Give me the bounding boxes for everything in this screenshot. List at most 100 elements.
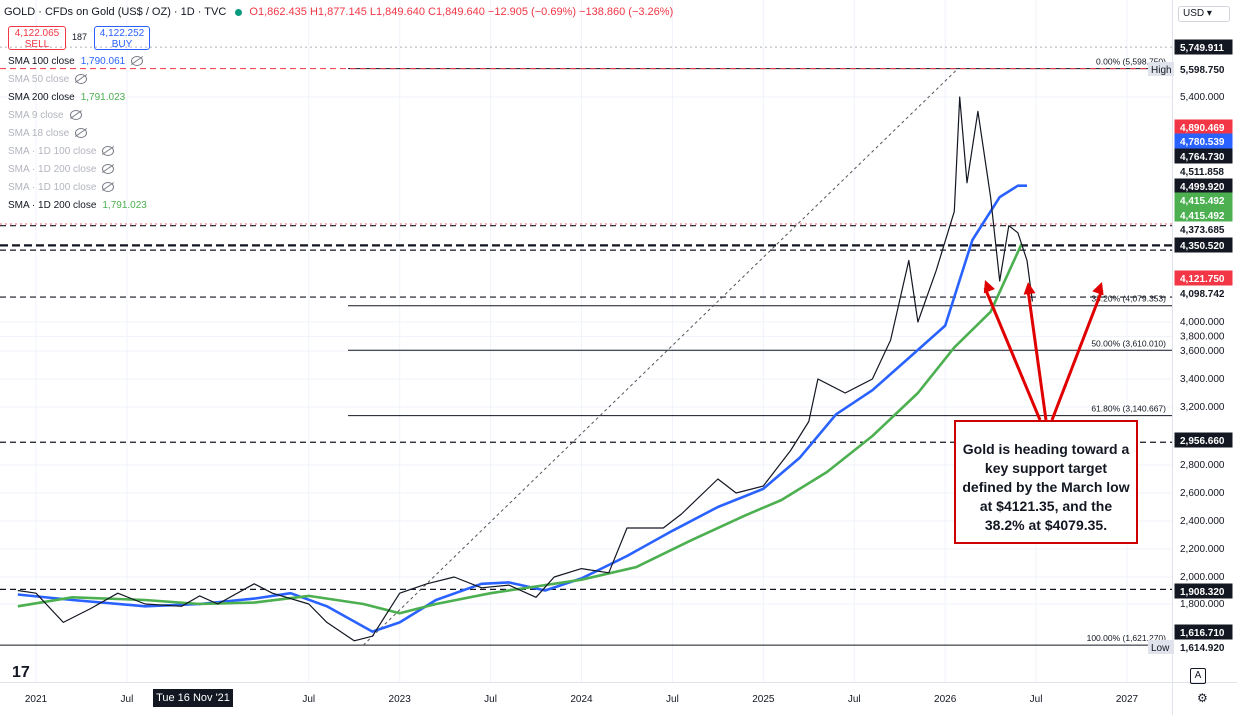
x-tick-label: Jul [666, 694, 679, 705]
arrow-head-icon [1023, 282, 1036, 295]
eye-hidden-icon[interactable] [75, 128, 88, 139]
x-tick-label: 2025 [752, 694, 775, 705]
price-axis-label [1174, 624, 1233, 640]
buy-price: 4,122.252 [99, 28, 145, 39]
price-axis-label-text: 4,350.520 [1180, 241, 1225, 252]
annotation-arrow [1050, 289, 1104, 421]
price-tag-label: High [1151, 65, 1172, 76]
y-tick-label: 1,800.000 [1180, 599, 1225, 610]
price-axis-label [1174, 192, 1233, 208]
y-tick-label: 2,600.000 [1180, 488, 1225, 499]
y-tick-label: 3,200.000 [1180, 402, 1225, 413]
ohlc-values: O1,862.435 H1,877.145 L1,849.640 C1,849.… [249, 6, 674, 18]
price-axis-label-text: 4,890.469 [1180, 123, 1225, 134]
y-tick-label: 4,000.000 [1180, 317, 1225, 328]
price-axis-label-text: 4,780.539 [1180, 137, 1225, 148]
price-axis-label-text: 4,098.742 [1180, 289, 1225, 300]
price-axis-label-text: 4,415.492 [1180, 211, 1225, 222]
x-tick-label: 2021 [25, 694, 48, 705]
fib-label: 0.00% (5,598.750) [1096, 57, 1166, 67]
eye-hidden-icon[interactable] [69, 110, 82, 121]
indicator-item[interactable]: SMA 18 close [8, 128, 88, 139]
y-tick-label: 2,200.000 [1180, 544, 1225, 555]
price-axis-label [1174, 237, 1233, 253]
eye-hidden-icon[interactable] [102, 164, 115, 175]
buy-button[interactable]: 4,122.252 BUY [94, 26, 150, 50]
currency-select[interactable]: USD ▾ [1178, 6, 1230, 22]
indicator-item[interactable]: SMA · 1D 100 close [8, 146, 115, 157]
eye-hidden-icon[interactable] [102, 182, 115, 193]
indicator-item[interactable]: SMA 50 close [8, 74, 88, 85]
price-tag-label: Low [1151, 643, 1170, 654]
price-axis-label [1174, 639, 1233, 655]
currency-label: USD [1183, 8, 1205, 19]
price-axis-label-text: 4,415.492 [1180, 196, 1225, 207]
x-tick-label: 2023 [389, 694, 412, 705]
indicator-value: 1,791.023 [80, 92, 126, 103]
indicator-label: SMA · 1D 200 close [8, 200, 97, 211]
tradingview-logo-icon: 17 [12, 664, 30, 681]
annotation-arrow [1026, 289, 1048, 421]
price-axis-label-text: 2,956.660 [1180, 436, 1225, 447]
auto-scale-button[interactable]: A [1190, 668, 1206, 684]
indicator-label: SMA 200 close [8, 92, 75, 103]
eye-hidden-icon[interactable] [75, 74, 88, 85]
price-axis-label-text: 4,121.750 [1180, 274, 1225, 285]
price-axis-label [1174, 583, 1233, 599]
settings-gear-icon[interactable]: ⚙ [1197, 691, 1208, 705]
indicator-item[interactable]: SMA · 1D 200 close [8, 164, 115, 175]
price-axis-label [1174, 270, 1233, 286]
sma-line [17, 243, 1023, 615]
price-tag-box [1148, 62, 1174, 76]
sell-label: SELL [24, 39, 50, 50]
y-tick-label: 3,600.000 [1180, 346, 1225, 357]
symbol-title[interactable]: GOLD · CFDs on Gold (US$ / OZ) · 1D · TV… [4, 6, 227, 18]
x-tick-label: Jul [848, 694, 861, 705]
eye-hidden-icon[interactable] [102, 146, 115, 157]
price-axis-label [1174, 163, 1233, 179]
indicator-label: SMA 9 close [8, 110, 64, 121]
price-axis-label-text: 5,598.750 [1180, 65, 1225, 76]
price-axis-label [1174, 39, 1233, 55]
price-axis-label-text: 4,373.685 [1180, 225, 1225, 236]
market-open-dot [235, 8, 243, 16]
y-tick-label: 3,800.000 [1180, 332, 1225, 343]
x-tick-label: Jul [302, 694, 315, 705]
indicator-item[interactable]: SMA 200 close 1,791.023 [8, 92, 125, 103]
indicator-value: 1,790.061 [80, 56, 126, 67]
fib-label: 61.80% (3,140.667) [1091, 404, 1166, 414]
sell-price: 4,122.065 [14, 28, 60, 39]
price-axis-label-text: 4,499.920 [1180, 182, 1225, 193]
indicator-item[interactable]: SMA · 1D 200 close 1,791.023 [8, 200, 147, 211]
price-axis-label-text: 1,614.920 [1180, 643, 1225, 654]
indicator-label: SMA · 1D 200 close [8, 164, 97, 175]
annotation-arrow [983, 287, 1042, 421]
fib-label: 100.00% (1,621.270) [1087, 633, 1167, 643]
indicator-label: SMA 50 close [8, 74, 70, 85]
y-tick-label: 3,400.000 [1180, 374, 1225, 385]
price-axis-label-text: 4,764.730 [1180, 152, 1225, 163]
price-axis-label-text: 4,511.858 [1180, 167, 1224, 178]
price-axis-label [1174, 285, 1233, 301]
y-tick-label: 2,400.000 [1180, 516, 1225, 527]
crosshair-date-label: Tue 16 Nov '21 [153, 689, 233, 707]
indicator-item[interactable]: SMA 100 close 1,790.061 [8, 56, 144, 67]
sell-button[interactable]: 4,122.065 SELL [8, 26, 66, 50]
spread-value: 187 [72, 32, 88, 42]
y-tick-label: 2,800.000 [1180, 460, 1225, 471]
price-axis-label [1174, 221, 1233, 237]
price-tag-box [1148, 640, 1174, 654]
indicator-item[interactable]: SMA 9 close [8, 110, 82, 121]
arrow-head-icon [983, 280, 995, 294]
indicator-item[interactable]: SMA · 1D 100 close [8, 182, 115, 193]
arrow-head-icon [1092, 282, 1104, 296]
price-axis-label [1174, 148, 1233, 164]
indicator-label: SMA · 1D 100 close [8, 182, 97, 193]
indicator-label: SMA · 1D 100 close [8, 146, 97, 157]
eye-hidden-icon[interactable] [131, 56, 144, 67]
fib-trend-line [362, 68, 959, 646]
annotation-box[interactable]: Gold is heading toward a key support tar… [954, 420, 1138, 544]
indicator-label: SMA 18 close [8, 128, 70, 139]
annotation-text: Gold is heading toward a key support tar… [962, 441, 1130, 533]
